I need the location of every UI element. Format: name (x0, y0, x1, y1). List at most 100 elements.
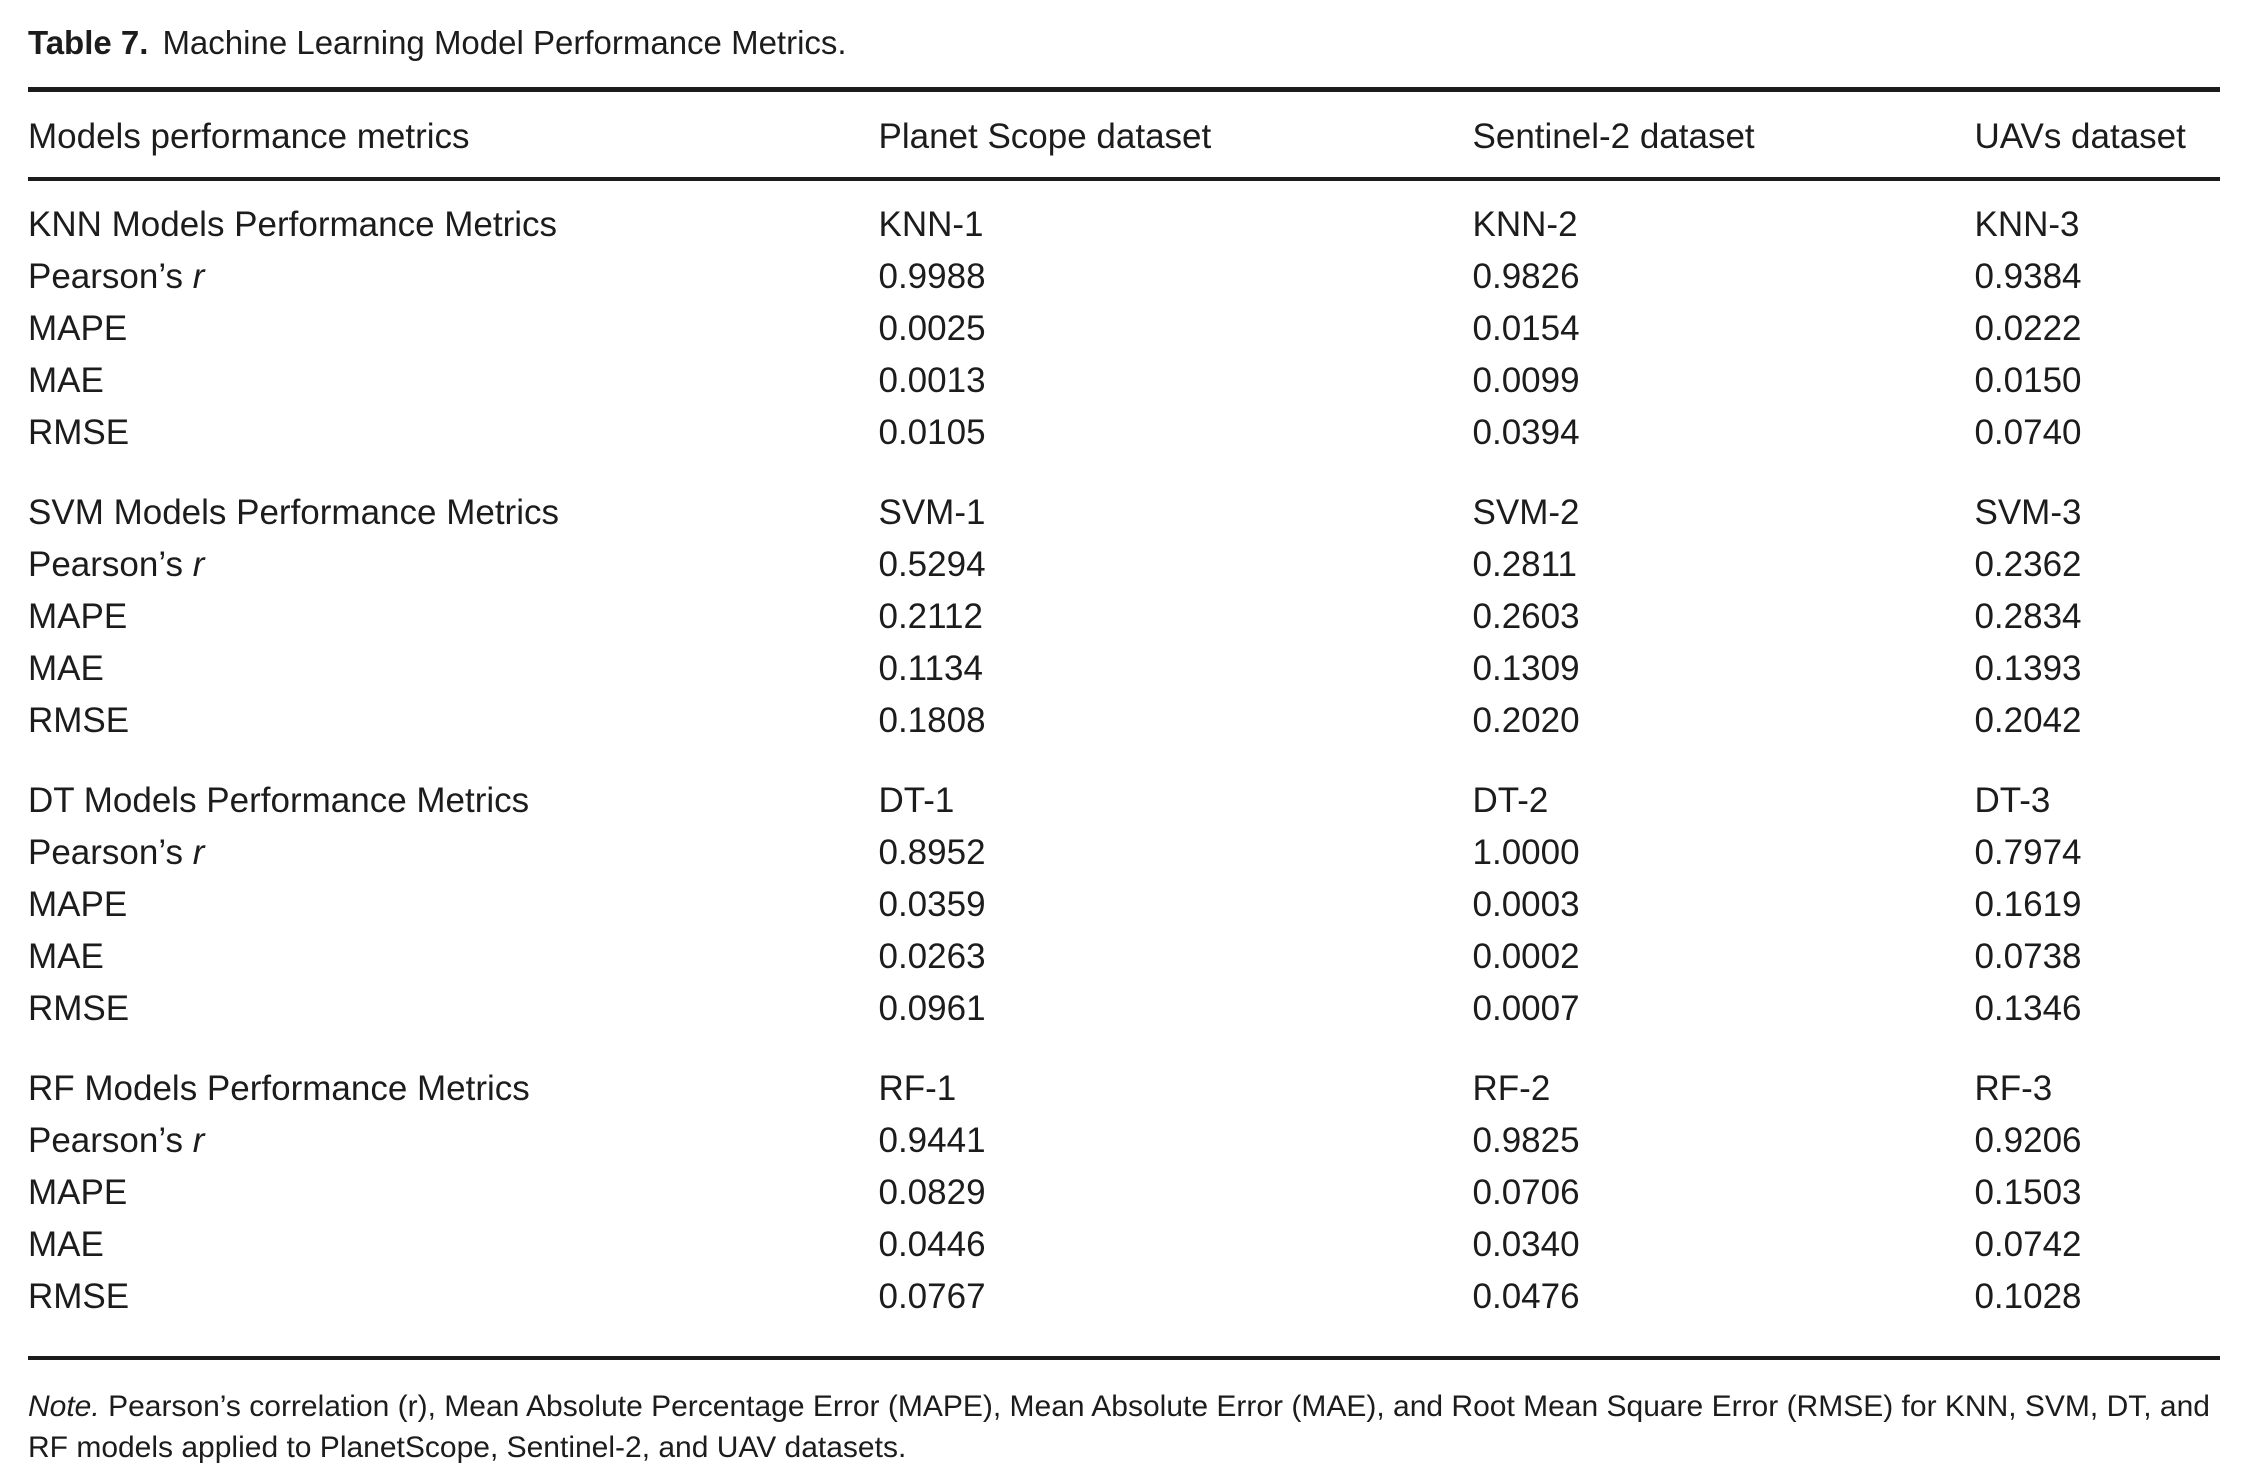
metric-value-cell: 0.0003 (1472, 885, 1580, 925)
table-caption-title: Machine Learning Model Performance Metri… (162, 24, 847, 61)
metric-value-cell: 0.7974 (1974, 833, 2082, 873)
metric-label-cell: MAE (28, 1219, 878, 1271)
metric-label: MAPE (28, 1173, 128, 1213)
metric-value-cell: 0.2042 (1974, 701, 2082, 741)
metric-row: MAPE 0.0025 0.0154 0.0222 (28, 303, 2220, 355)
metric-value-cell: 0.9988 (878, 257, 986, 297)
metric-value-cell: 0.0476 (1472, 1277, 1580, 1317)
model-name-cell: KNN-3 (1974, 205, 2080, 245)
metric-label: RMSE (28, 701, 130, 741)
section-header-row: RF Models Performance Metrics RF-1 RF-2 RF-… (28, 1035, 2220, 1115)
metric-value-cell: 0.2362 (1974, 545, 2082, 585)
section-header-label: RF Models Performance Metrics (28, 1069, 530, 1109)
table-note: Note. Pearson’s correlation (r), Mean Ab… (28, 1386, 2223, 1468)
metric-value-cell: 0.5294 (878, 545, 986, 585)
metric-label-cell: MAE (28, 643, 878, 695)
metric-value-cell: 0.0154 (1472, 309, 1580, 349)
metric-label-cell: Pearson’s r (28, 539, 878, 591)
metric-value-cell: 0.0740 (1974, 413, 2082, 453)
metric-value-cell: 0.9384 (1974, 257, 2082, 297)
metric-value-cell: 0.2834 (1974, 597, 2082, 637)
metric-value-cell: 0.0150 (1974, 361, 2082, 401)
metric-value-cell: 0.1393 (1974, 649, 2082, 689)
metric-label: MAE (28, 1225, 104, 1265)
metric-row: RMSE 0.0105 0.0394 0.0740 (28, 407, 2220, 459)
metric-label-cell: Pearson’s r (28, 251, 878, 303)
table-body: KNN Models Performance Metrics KNN-1 KNN-2… (28, 179, 2220, 1359)
metric-value-cell: 0.0002 (1472, 937, 1580, 977)
metric-label: MAE (28, 937, 104, 977)
metric-value-cell: 0.0829 (878, 1173, 986, 1213)
metric-row: MAPE 0.2112 0.2603 0.2834 (28, 591, 2220, 643)
metric-value-cell: 0.1309 (1472, 649, 1580, 689)
metric-value-cell: 1.0000 (1472, 833, 1580, 873)
section-header-row: DT Models Performance Metrics DT-1 DT-2 DT-… (28, 747, 2220, 827)
model-name-cell: KNN-1 (878, 205, 984, 245)
model-name-cell: RF-1 (878, 1069, 957, 1109)
metric-label-cell: Pearson’s r (28, 1115, 878, 1167)
metric-row: MAPE 0.0829 0.0706 0.1503 (28, 1167, 2220, 1219)
column-header-sentinel2: Sentinel-2 dataset (1472, 117, 1755, 157)
metric-value-cell: 0.0222 (1974, 309, 2082, 349)
metric-value-cell: 0.0359 (878, 885, 986, 925)
metric-label-cell: RMSE (28, 407, 878, 459)
section-header-label: KNN Models Performance Metrics (28, 205, 558, 245)
metric-symbol: r (192, 257, 205, 297)
metric-label: RMSE (28, 1277, 130, 1317)
model-name-cell: SVM-2 (1472, 493, 1580, 533)
metric-label: RMSE (28, 989, 130, 1029)
metric-label-cell: RMSE (28, 983, 878, 1035)
metric-value-cell: 0.2811 (1472, 545, 1577, 585)
metric-row: MAE 0.0446 0.0340 0.0742 (28, 1219, 2220, 1271)
metric-row: MAE 0.1134 0.1309 0.1393 (28, 643, 2220, 695)
metric-label: Pearson’s (28, 833, 184, 873)
metric-value-cell: 0.1808 (878, 701, 986, 741)
metric-value-cell: 0.1346 (1974, 989, 2082, 1029)
metric-label-cell: RMSE (28, 1271, 878, 1358)
model-name-cell: RF-3 (1974, 1069, 2053, 1109)
model-name-cell: SVM-3 (1974, 493, 2082, 533)
metric-value-cell: 0.0738 (1974, 937, 2082, 977)
metric-row: Pearson’s r 0.9441 0.9825 0.9206 (28, 1115, 2220, 1167)
table-note-text: Pearson’s correlation (r), Mean Absolute… (28, 1390, 2210, 1465)
model-name-cell: SVM-1 (878, 493, 986, 533)
metric-value-cell: 0.9206 (1974, 1121, 2082, 1161)
metric-label-cell: Pearson’s r (28, 827, 878, 879)
table-caption-label: Table 7. (28, 24, 149, 61)
section-header-row: KNN Models Performance Metrics KNN-1 KNN-2… (28, 179, 2220, 251)
metric-row: Pearson’s r 0.8952 1.0000 0.7974 (28, 827, 2220, 879)
metric-label-cell: MAPE (28, 303, 878, 355)
metric-value-cell: 0.1134 (878, 649, 983, 689)
metric-label: MAE (28, 361, 104, 401)
metric-symbol: r (192, 545, 205, 585)
metric-value-cell: 0.9441 (878, 1121, 986, 1161)
table-note-label: Note. (28, 1390, 100, 1424)
metric-label: Pearson’s (28, 1121, 184, 1161)
metric-row: MAE 0.0263 0.0002 0.0738 (28, 931, 2220, 983)
column-header-planetscope: Planet Scope dataset (878, 117, 1212, 157)
model-name-cell: KNN-2 (1472, 205, 1578, 245)
metric-value-cell: 0.0394 (1472, 413, 1580, 453)
metric-value-cell: 0.0767 (878, 1277, 986, 1317)
metric-row: RMSE 0.0767 0.0476 0.1028 (28, 1271, 2220, 1358)
metric-value-cell: 0.0025 (878, 309, 986, 349)
metric-row: Pearson’s r 0.9988 0.9826 0.9384 (28, 251, 2220, 303)
table-header: Models performance metrics Planet Scope … (28, 89, 2220, 180)
section-header-row: SVM Models Performance Metrics SVM-1 SVM-2… (28, 459, 2220, 539)
section-header-label: SVM Models Performance Metrics (28, 493, 559, 533)
metric-value-cell: 0.0706 (1472, 1173, 1580, 1213)
metric-symbol: r (192, 1121, 205, 1161)
metric-row: RMSE 0.1808 0.2020 0.2042 (28, 695, 2220, 747)
metric-row: MAE 0.0013 0.0099 0.0150 (28, 355, 2220, 407)
metric-value-cell: 0.0013 (878, 361, 986, 401)
column-header-uavs: UAVs dataset (1974, 117, 2186, 157)
metric-value-cell: 0.2112 (878, 597, 983, 637)
metric-value-cell: 0.9826 (1472, 257, 1580, 297)
model-name-cell: DT-2 (1472, 781, 1549, 821)
section-header-label: DT Models Performance Metrics (28, 781, 530, 821)
performance-metrics-table: Models performance metrics Planet Scope … (28, 87, 2220, 1360)
metric-value-cell: 0.8952 (878, 833, 986, 873)
metric-value-cell: 0.0340 (1472, 1225, 1580, 1265)
metric-label: Pearson’s (28, 545, 184, 585)
